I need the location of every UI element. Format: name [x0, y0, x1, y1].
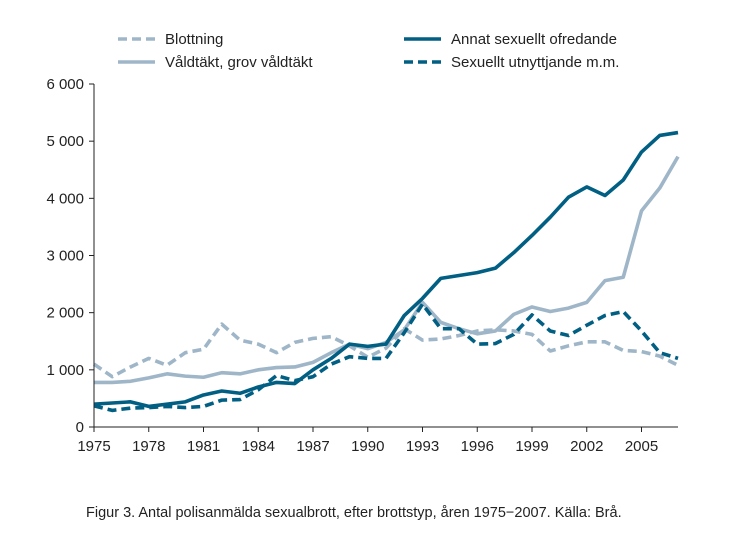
y-axis-ticks: 0 1 000 2 000 3 000 4 000 5 000 6 000: [46, 76, 94, 436]
y-tick-label: 0: [76, 419, 84, 436]
x-tick-label: 1981: [187, 438, 220, 455]
legend-label-sexuellt-utnyttjande-m-m: Sexuellt utnyttjande m.m.: [451, 54, 619, 71]
series-line-annat-sexuellt-ofredande: [93, 130, 679, 409]
series-line-blottning: [92, 322, 679, 379]
legend-label-annat-sexuellt-ofredande: Annat sexuellt ofredande: [451, 31, 617, 48]
x-tick-label: 1999: [515, 438, 548, 455]
x-tick-label: 1993: [406, 438, 439, 455]
x-axis-ticks: 1975 1978 1981 1984 1987 1990 1993 1996 1999 2002…: [77, 427, 658, 455]
y-tick-label: 6 000: [46, 76, 84, 93]
y-tick-label: 2 000: [46, 305, 84, 322]
y-tick-label: 5 000: [46, 133, 84, 150]
x-tick-label: 1987: [296, 438, 329, 455]
x-tick-label: 1984: [242, 438, 275, 455]
x-tick-label: 1975: [77, 438, 110, 455]
series-line-sexuellt-utnyttjande-m-m: [93, 302, 679, 413]
y-tick-label: 3 000: [46, 248, 84, 265]
series-lines: [92, 130, 680, 413]
legend-label-blottning: Blottning: [165, 31, 223, 48]
figure-caption: Figur 3. Antal polisanmälda sexualbrott,…: [86, 505, 622, 521]
x-tick-label: 2005: [625, 438, 658, 455]
legend-label-v-ldt-kt-grov-v-ldt-kt: Våldtäkt, grov våldtäkt: [165, 54, 313, 71]
legend: Blottning Annat sexuellt ofredande Våldtäk…: [118, 31, 619, 71]
x-tick-label: 2002: [570, 438, 603, 455]
x-tick-label: 1978: [132, 438, 165, 455]
x-tick-label: 1990: [351, 438, 384, 455]
y-tick-label: 4 000: [46, 190, 84, 207]
x-tick-label: 1996: [461, 438, 494, 455]
y-tick-label: 1 000: [46, 362, 84, 379]
